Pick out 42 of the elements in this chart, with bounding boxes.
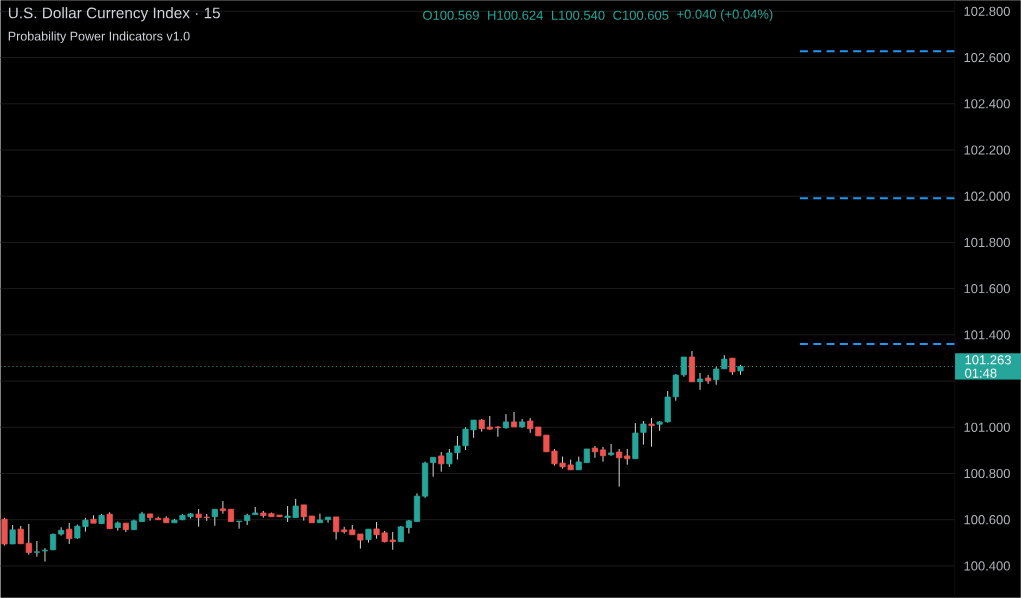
candlestick: [696, 372, 704, 391]
candlestick: [591, 445, 598, 459]
text: 01:48: [965, 368, 997, 378]
y-tick-label: 102.800: [964, 6, 1010, 16]
candlestick: [333, 516, 340, 541]
y-tick-label: 101.400: [964, 330, 1010, 340]
candlestick: [616, 448, 623, 488]
candlestick: [236, 520, 243, 530]
ref-line-label: 101.263: [965, 355, 1011, 365]
y-tick-label: 100.600: [964, 515, 1010, 525]
candlestick: [599, 446, 607, 463]
candlestick: [33, 540, 40, 558]
annotation: H100.624: [488, 10, 543, 20]
y-tick-label: 102.600: [964, 52, 1010, 63]
y-tick-label: 101.000: [964, 422, 1010, 432]
candlestick: [608, 443, 615, 457]
annotation: L100.540: [551, 10, 605, 20]
candlestick: [324, 516, 332, 524]
candlestick: [66, 522, 73, 545]
candlestick: [41, 547, 49, 562]
candlestick: [648, 417, 655, 448]
annotation: O100.569: [423, 10, 479, 20]
annotation: C100.605: [613, 10, 669, 20]
candlestick: [438, 451, 445, 473]
y-tick-label: 100.800: [964, 468, 1010, 479]
y-tick-label: 102.000: [964, 191, 1010, 201]
candlestick: [705, 374, 712, 385]
candlestick: [316, 513, 324, 524]
y-tick-label: 102.400: [964, 99, 1010, 109]
candlestick: [219, 500, 226, 515]
candlestick: [502, 413, 510, 430]
candlestick: [494, 425, 501, 438]
candlestick: [9, 524, 16, 545]
chart-title: U.S. Dollar Currency Index · 15: [8, 7, 220, 22]
candlestick: [430, 456, 437, 478]
text: Probability Power Indicators v1.0: [8, 31, 190, 44]
y-tick-label: 100.400: [964, 561, 1010, 571]
candlestick: [510, 411, 518, 428]
annotation: +0.040 (+0.04%): [677, 9, 773, 22]
y-tick-label: 101.800: [964, 237, 1010, 247]
y-tick-label: 102.200: [964, 145, 1010, 155]
y-tick-label: 101.600: [964, 284, 1010, 294]
